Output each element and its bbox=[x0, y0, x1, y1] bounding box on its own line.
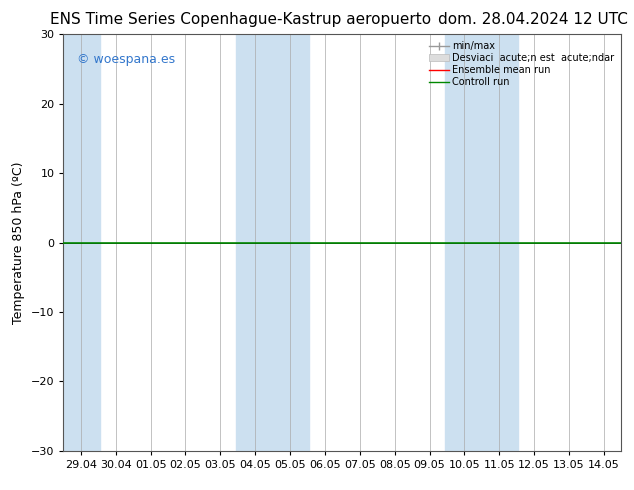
Text: dom. 28.04.2024 12 UTC: dom. 28.04.2024 12 UTC bbox=[438, 12, 628, 27]
Bar bbox=[445, 34, 519, 451]
Y-axis label: Temperature 850 hPa (ºC): Temperature 850 hPa (ºC) bbox=[12, 161, 25, 324]
Legend: min/max, Desviaci  acute;n est  acute;ndar, Ensemble mean run, Controll run: min/max, Desviaci acute;n est acute;ndar… bbox=[427, 39, 616, 89]
Text: © woespana.es: © woespana.es bbox=[77, 53, 176, 66]
Bar bbox=[236, 34, 309, 451]
Text: ENS Time Series Copenhague-Kastrup aeropuerto: ENS Time Series Copenhague-Kastrup aerop… bbox=[50, 12, 432, 27]
Bar bbox=[63, 34, 100, 451]
